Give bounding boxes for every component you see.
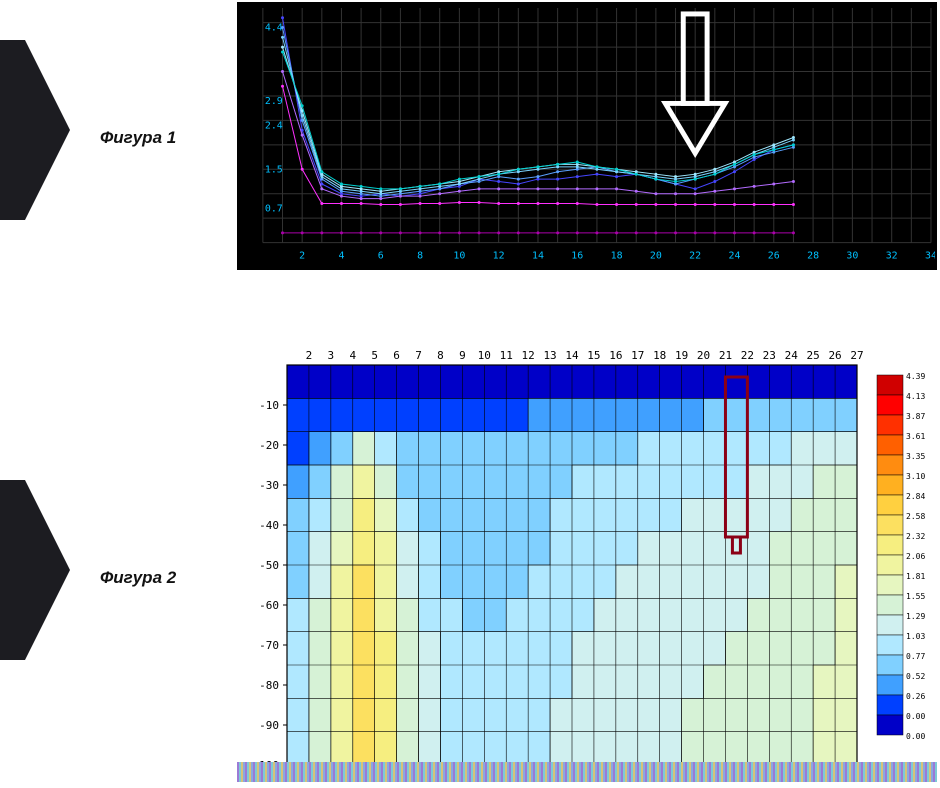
fig1-label: Фигура 1 [100, 128, 176, 148]
svg-text:1.55: 1.55 [906, 592, 925, 601]
svg-text:-50: -50 [259, 559, 279, 572]
svg-text:4.4: 4.4 [265, 23, 283, 34]
svg-text:24: 24 [728, 251, 740, 262]
svg-text:-60: -60 [259, 599, 279, 612]
svg-text:-10: -10 [259, 399, 279, 412]
svg-text:12: 12 [493, 251, 505, 262]
svg-text:18: 18 [653, 349, 666, 362]
svg-text:22: 22 [689, 251, 701, 262]
svg-text:21: 21 [719, 349, 732, 362]
svg-text:20: 20 [650, 251, 662, 262]
svg-text:11: 11 [500, 349, 513, 362]
svg-text:23: 23 [763, 349, 776, 362]
svg-text:30: 30 [846, 251, 858, 262]
svg-text:28: 28 [807, 251, 819, 262]
svg-text:13: 13 [543, 349, 556, 362]
svg-text:9: 9 [459, 349, 466, 362]
svg-text:1.81: 1.81 [906, 572, 925, 581]
svg-text:25: 25 [807, 349, 820, 362]
svg-text:4: 4 [349, 349, 356, 362]
svg-text:2: 2 [299, 251, 305, 262]
svg-text:2.58: 2.58 [906, 512, 925, 521]
svg-text:-40: -40 [259, 519, 279, 532]
svg-text:1.5: 1.5 [265, 164, 283, 175]
svg-text:32: 32 [886, 251, 898, 262]
chart1: 2468101214161820222426283032340.71.52.42… [237, 2, 937, 270]
pointer-fig2 [0, 480, 70, 640]
svg-text:-70: -70 [259, 639, 279, 652]
svg-text:2.9: 2.9 [265, 96, 283, 107]
svg-text:14: 14 [532, 251, 544, 262]
page: Фигура 1 Фигура 2 2468101214161820222426… [0, 0, 940, 788]
svg-text:3.10: 3.10 [906, 472, 925, 481]
svg-text:3.61: 3.61 [906, 432, 925, 441]
svg-text:1.29: 1.29 [906, 612, 925, 621]
svg-text:0.00: 0.00 [906, 732, 925, 741]
svg-text:10: 10 [453, 251, 465, 262]
svg-text:3.87: 3.87 [906, 412, 925, 421]
svg-text:8: 8 [437, 349, 444, 362]
svg-text:22: 22 [741, 349, 754, 362]
svg-text:8: 8 [417, 251, 423, 262]
svg-text:24: 24 [785, 349, 799, 362]
svg-text:27: 27 [850, 349, 863, 362]
svg-text:-20: -20 [259, 439, 279, 452]
svg-text:34: 34 [925, 251, 935, 262]
svg-text:7: 7 [415, 349, 422, 362]
svg-text:26: 26 [828, 349, 841, 362]
footer-texture [237, 762, 937, 782]
svg-text:2.06: 2.06 [906, 552, 925, 561]
pointer-fig1 [0, 40, 70, 200]
svg-text:4.39: 4.39 [906, 372, 925, 381]
svg-text:14: 14 [565, 349, 579, 362]
svg-text:4.13: 4.13 [906, 392, 925, 401]
svg-text:2.4: 2.4 [265, 120, 283, 131]
svg-text:4: 4 [338, 251, 344, 262]
chart2: 2345678910111213141516171819202122232425… [237, 345, 937, 775]
svg-text:5: 5 [371, 349, 378, 362]
fig2-label: Фигура 2 [100, 568, 176, 588]
svg-text:18: 18 [611, 251, 623, 262]
svg-text:3.35: 3.35 [906, 452, 925, 461]
svg-text:17: 17 [631, 349, 644, 362]
svg-text:16: 16 [571, 251, 583, 262]
svg-text:2.32: 2.32 [906, 532, 925, 541]
svg-text:-80: -80 [259, 679, 279, 692]
svg-text:0.77: 0.77 [906, 652, 925, 661]
svg-text:1.03: 1.03 [906, 632, 925, 641]
svg-text:3: 3 [328, 349, 335, 362]
svg-text:-30: -30 [259, 479, 279, 492]
svg-text:12: 12 [522, 349, 535, 362]
svg-text:6: 6 [378, 251, 384, 262]
svg-text:19: 19 [675, 349, 688, 362]
svg-text:20: 20 [697, 349, 710, 362]
svg-text:2: 2 [306, 349, 313, 362]
svg-text:0.7: 0.7 [265, 203, 283, 214]
svg-text:10: 10 [478, 349, 491, 362]
svg-text:0.00: 0.00 [906, 712, 925, 721]
svg-text:2.84: 2.84 [906, 492, 925, 501]
svg-text:-90: -90 [259, 719, 279, 732]
svg-text:15: 15 [587, 349, 600, 362]
svg-text:0.26: 0.26 [906, 692, 925, 701]
svg-text:16: 16 [609, 349, 622, 362]
svg-text:6: 6 [393, 349, 400, 362]
svg-text:0.52: 0.52 [906, 672, 925, 681]
svg-text:26: 26 [768, 251, 780, 262]
